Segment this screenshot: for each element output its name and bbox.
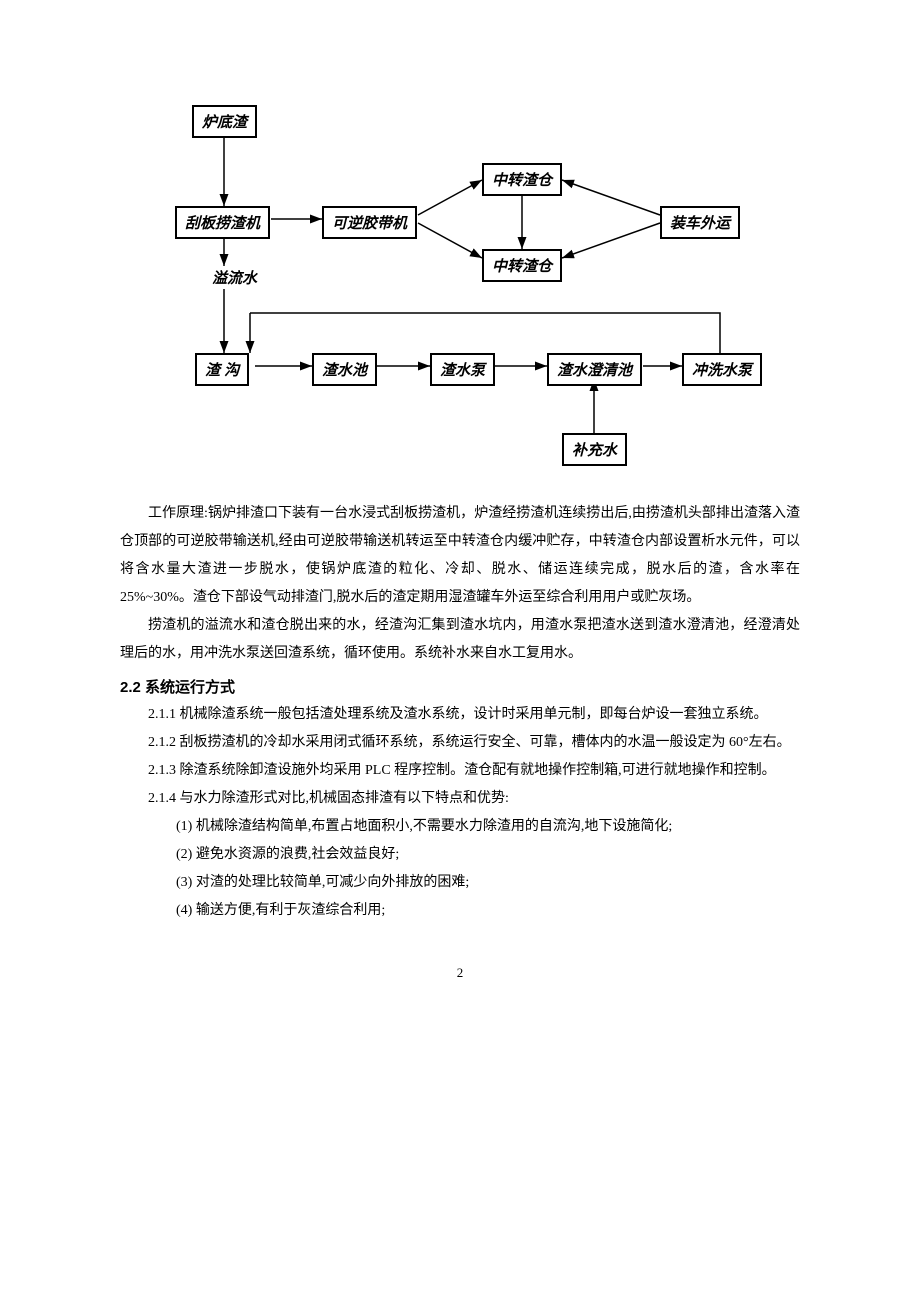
node-zhongzhu-1: 中转渣仓 <box>482 163 562 196</box>
list-item-1: (1) 机械除渣结构简单,布置占地面积小,不需要水力除渣用的自流沟,地下设施简化… <box>120 813 800 841</box>
section-2-1-4: 2.1.4 与水力除渣形式对比,机械固态排渣有以下特点和优势: <box>120 785 800 813</box>
node-chengqing: 渣水澄清池 <box>547 353 642 386</box>
node-guaban: 刮板捞渣机 <box>175 206 270 239</box>
list-item-4: (4) 输送方便,有利于灰渣综合利用; <box>120 897 800 925</box>
section-2-1-3: 2.1.3 除渣系统除卸渣设施外均采用 PLC 程序控制。渣仓配有就地操作控制箱… <box>120 757 800 785</box>
node-buchong: 补充水 <box>562 433 627 466</box>
section-2-1-2: 2.1.2 刮板捞渣机的冷却水采用闭式循环系统，系统运行安全、可靠，槽体内的水温… <box>120 729 800 757</box>
node-zhuangche: 装车外运 <box>660 206 740 239</box>
node-chongxi: 冲洗水泵 <box>682 353 762 386</box>
flowchart-diagram: 炉底渣 刮板捞渣机 可逆胶带机 中转渣仓 中转渣仓 装车外运 溢流水 渣 沟 渣… <box>120 100 800 470</box>
page-number: 2 <box>120 965 800 981</box>
label-yiliu: 溢流水 <box>212 267 257 288</box>
heading-2-2: 2.2 系统运行方式 <box>120 676 800 697</box>
node-lu-di-zha: 炉底渣 <box>192 105 257 138</box>
node-zhagou: 渣 沟 <box>195 353 249 386</box>
list-item-2: (2) 避免水资源的浪费,社会效益良好; <box>120 841 800 869</box>
section-2-1-1: 2.1.1 机械除渣系统一般包括渣处理系统及渣水系统，设计时采用单元制，即每台炉… <box>120 701 800 729</box>
list-item-3: (3) 对渣的处理比较简单,可减少向外排放的困难; <box>120 869 800 897</box>
node-zhongzhu-2: 中转渣仓 <box>482 249 562 282</box>
paragraph-working-principle-1: 工作原理:锅炉排渣口下装有一台水浸式刮板捞渣机，炉渣经捞渣机连续捞出后,由捞渣机… <box>120 500 800 612</box>
node-zhashuichi: 渣水池 <box>312 353 377 386</box>
node-zhashuibeng: 渣水泵 <box>430 353 495 386</box>
paragraph-working-principle-2: 捞渣机的溢流水和渣仓脱出来的水，经渣沟汇集到渣水坑内，用渣水泵把渣水送到渣水澄清… <box>120 612 800 668</box>
node-keni: 可逆胶带机 <box>322 206 417 239</box>
